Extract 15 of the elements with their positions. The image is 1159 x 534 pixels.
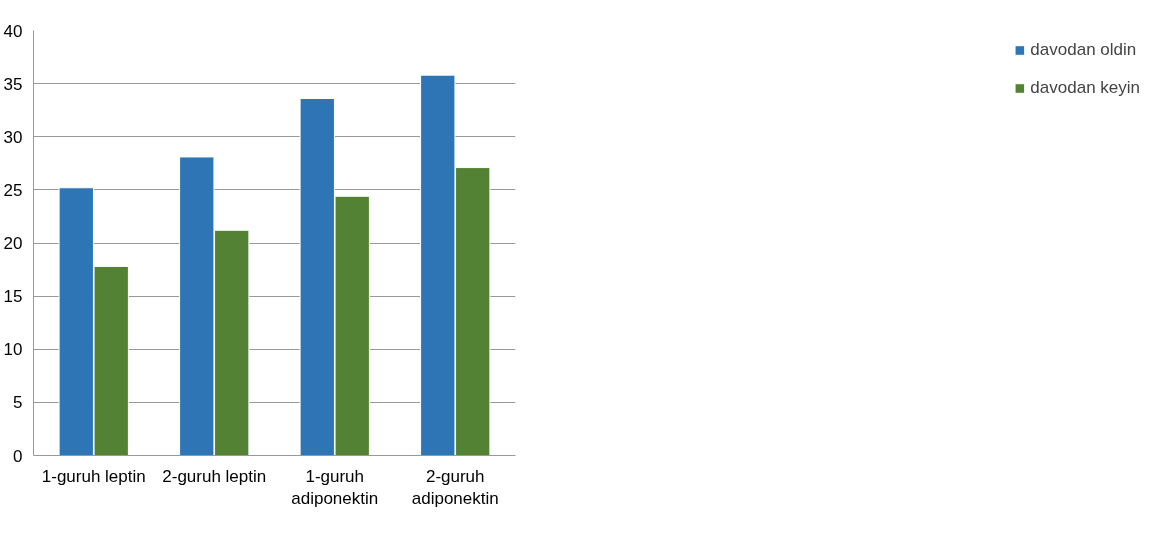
- y-tick-label: 15: [3, 287, 23, 307]
- y-tick-label: 5: [13, 393, 23, 413]
- y-tick-label: 20: [3, 234, 23, 253]
- x-tick-label: 2-guruh adiponektin: [411, 466, 499, 509]
- legend-label: davodan oldin: [1030, 40, 1137, 60]
- legend-label: davodan keyin: [1030, 78, 1140, 98]
- y-tick-label: 35: [3, 74, 23, 94]
- y-tick-label: 0: [13, 446, 23, 466]
- x-tick-label: 2-guruh leptin: [162, 466, 267, 486]
- x-tick-label: 1-guruh adiponektin: [291, 466, 379, 509]
- y-tick-label: 25: [3, 180, 23, 200]
- x-tick-label: 1-guruh leptin: [41, 466, 146, 486]
- y-tick-label: 30: [3, 127, 23, 147]
- y-tick-label: 10: [3, 340, 23, 360]
- y-tick-label: 40: [3, 21, 23, 41]
